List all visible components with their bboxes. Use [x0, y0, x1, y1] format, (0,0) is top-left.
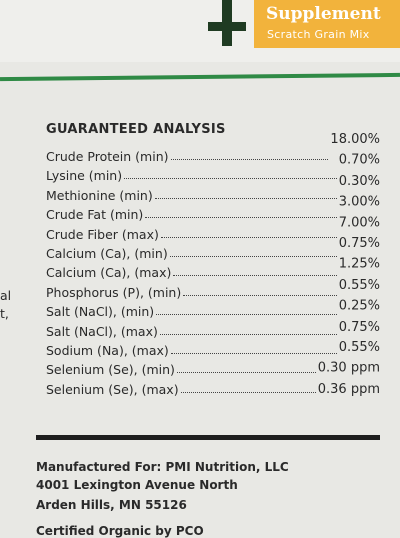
nutrient-value: 0.55%	[338, 340, 380, 356]
certification: Certified Organic by PCO	[36, 524, 204, 538]
analysis-row: Sodium (Na), (max) 0.55%	[46, 340, 380, 358]
dot-leader	[180, 391, 316, 393]
nutrient-value: 1.25%	[338, 256, 380, 272]
dot-leader	[160, 236, 337, 238]
nutrient-label: Calcium (Ca), (max)	[46, 265, 172, 281]
nutrient-label: Crude Fat (min)	[46, 207, 144, 223]
analysis-row: Methionine (min) 0.30%	[46, 174, 380, 203]
analysis-row: Selenium (Se), (min) 0.30 ppm	[46, 359, 380, 377]
analysis-row: Phosphorus (P), (min) 0.55%	[46, 278, 380, 300]
nutrient-label: Salt (NaCl), (min)	[46, 304, 155, 320]
nutrient-value: 0.30 ppm	[317, 360, 380, 376]
footer-line: 4001 Lexington Avenue North	[36, 478, 238, 492]
nutrient-value: 3.00%	[338, 194, 380, 210]
dot-leader	[124, 178, 337, 180]
nutrient-label: Methionine (min)	[46, 187, 153, 203]
nutrient-label: Sodium (Na), (max)	[46, 343, 169, 358]
nutrient-label: Calcium (Ca), (min)	[46, 246, 168, 261]
nutrient-value: 0.30%	[338, 173, 380, 189]
dot-leader	[169, 256, 337, 257]
text-fragment: t,	[0, 306, 9, 321]
nutrient-label: Crude Fiber (max)	[46, 226, 159, 242]
nutrient-label: Phosphorus (P), (min)	[46, 284, 182, 300]
divider	[36, 435, 380, 440]
dot-leader	[156, 314, 337, 316]
nutrient-label: Crude Protein (min)	[46, 149, 169, 164]
nutrient-value: 0.75%	[338, 319, 380, 335]
brand-tag: Supplement	[266, 4, 381, 24]
analysis-row: Crude Protein (min) 18.00%	[46, 132, 380, 164]
product-tag: Supplement Scratch Grain Mix	[254, 0, 400, 48]
dot-leader	[176, 372, 316, 374]
nutrient-value: 0.75%	[338, 236, 380, 252]
nutrient-value: 0.55%	[338, 277, 380, 293]
nutrient-label: Lysine (min)	[46, 168, 123, 184]
analysis-row: Crude Fat (min) 3.00%	[46, 194, 380, 223]
analysis-row: Selenium (Se), (max) 0.36 ppm	[46, 379, 380, 397]
nutrient-value: 0.70%	[338, 152, 380, 168]
analysis-row: Calcium (Ca), (min) 0.75%	[46, 236, 380, 261]
plus-icon	[208, 22, 246, 31]
analysis-row: Salt (NaCl), (max) 0.75%	[46, 319, 380, 339]
analysis-row: Salt (NaCl), (min) 0.25%	[46, 298, 380, 320]
dot-leader	[170, 159, 329, 160]
analysis-row: Lysine (min) 0.70%	[46, 153, 380, 184]
nutrient-label: Selenium (Se), (min)	[46, 362, 175, 378]
dot-leader	[170, 353, 337, 354]
nutrient-value: 0.36 ppm	[317, 381, 380, 397]
dot-leader	[183, 294, 337, 296]
dot-leader	[173, 275, 337, 277]
analysis-title: GUARANTEED ANALYSIS	[46, 122, 226, 137]
footer-line: Arden Hills, MN 55126	[36, 498, 187, 512]
product-name: Scratch Grain Mix	[267, 28, 370, 41]
nutrient-value: 7.00%	[338, 215, 380, 231]
dot-leader	[159, 333, 337, 335]
analysis-row: Calcium (Ca), (max) 1.25%	[46, 257, 380, 281]
nutrient-value: 0.25%	[338, 298, 380, 314]
dot-leader	[145, 217, 337, 219]
text-fragment: al	[0, 288, 12, 303]
nutrient-label: Selenium (Se), (max)	[46, 381, 179, 397]
top-panel: Supplement Scratch Grain Mix	[0, 0, 400, 62]
analysis-row: Crude Fiber (max) 7.00%	[46, 215, 380, 242]
footer-line: Manufactured For: PMI Nutrition, LLC	[36, 460, 289, 474]
dot-leader	[154, 197, 337, 199]
green-rule	[0, 72, 400, 82]
nutrient-label: Salt (NaCl), (max)	[46, 323, 158, 339]
nutrient-value: 18.00%	[330, 132, 380, 147]
